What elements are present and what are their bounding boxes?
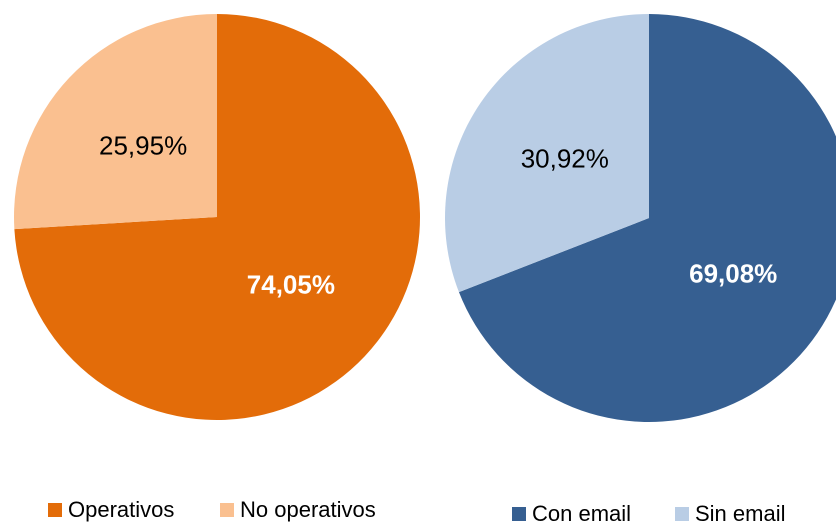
legend-swatch — [512, 507, 526, 521]
pie-slice — [14, 14, 420, 420]
data-label: 74,05% — [247, 269, 335, 299]
pie-slice — [445, 14, 649, 293]
legend-label: Sin email — [695, 501, 785, 523]
legend-label: No operativos — [240, 497, 376, 522]
legend-swatch — [220, 503, 234, 517]
data-label: 30,92% — [521, 143, 609, 173]
pie-slice — [458, 14, 836, 422]
legend-swatch — [675, 507, 689, 521]
data-label: 25,95% — [99, 130, 187, 160]
legend-label: Con email — [532, 501, 631, 523]
legend-swatch — [48, 503, 62, 517]
pie-slice — [14, 14, 218, 230]
legend-label: Operativos — [68, 497, 174, 522]
data-label: 69,08% — [689, 258, 777, 288]
